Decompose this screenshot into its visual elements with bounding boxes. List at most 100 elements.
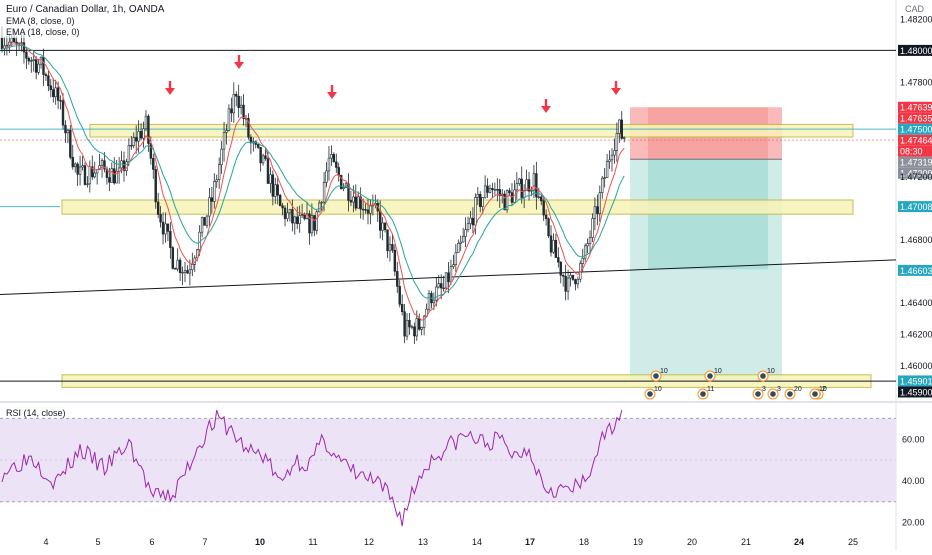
rsi-axis-tick: 20.00 (902, 518, 925, 528)
price-axis-badge-label: 1.47639 (900, 103, 932, 113)
ema-18-line (1, 44, 625, 299)
price-axis-tick: 1.47800 (900, 77, 932, 87)
candle-body (493, 189, 497, 191)
candle-body (217, 164, 221, 181)
price-axis-badge-label: 1.47309 (900, 169, 932, 179)
candle-body (518, 178, 521, 184)
chart-title: Euro / Canadian Dollar, 1h, OANDA (6, 4, 165, 15)
candle-body (200, 217, 204, 233)
time-axis-tick: 4 (43, 537, 48, 547)
candle-body (74, 163, 77, 168)
candle-body (122, 160, 126, 171)
candle-body (300, 214, 304, 216)
currency-label: CAD (905, 4, 925, 14)
candle-body (225, 130, 228, 133)
price-axis-badge (898, 134, 932, 146)
candle-body (325, 170, 328, 183)
candle-body (159, 214, 162, 223)
time-axis-tick: 12 (364, 537, 374, 547)
candle-body (44, 74, 48, 77)
ema2-legend: EMA (18, close, 0) (6, 27, 80, 37)
candle-body (335, 161, 338, 168)
candle-body (215, 179, 218, 182)
event-count: 3 (762, 386, 766, 393)
candle-body (337, 167, 340, 176)
event-count: 10 (819, 386, 827, 393)
candle-body (203, 217, 206, 226)
candle-body (532, 173, 536, 191)
candle-body (147, 115, 150, 144)
candle-body (408, 319, 411, 328)
candle-body (444, 272, 448, 289)
candle-body (464, 229, 467, 237)
price-axis-badge-label: 08:30 (900, 147, 923, 157)
candle-body (196, 249, 199, 259)
candle-body (349, 200, 353, 203)
candle-body (622, 137, 626, 139)
price-axis-tick: 1.46200 (900, 329, 932, 339)
candle-body (596, 206, 599, 214)
event-marker-dot (760, 373, 766, 379)
candle-body (386, 229, 389, 252)
candle-body (320, 201, 323, 204)
candle-body (259, 147, 262, 164)
candle-body (525, 179, 528, 192)
candle-body (81, 165, 84, 168)
zone-rectangle (61, 199, 854, 215)
candle-body (576, 278, 580, 285)
candle-body (369, 205, 372, 214)
candle-body (169, 231, 172, 248)
candle-body (615, 133, 619, 151)
candle-body (591, 218, 594, 238)
candle-body (242, 104, 245, 119)
candle-body (161, 221, 165, 235)
rsi-line (1, 409, 623, 527)
candle-body (391, 244, 394, 251)
candle-body (266, 158, 270, 184)
time-axis-tick: 13 (418, 537, 428, 547)
candle-body (230, 108, 233, 114)
candle-body (130, 145, 133, 147)
candle-body (132, 137, 135, 146)
candle-body (135, 137, 138, 142)
candle-body (339, 175, 343, 189)
ema-8-line (1, 43, 625, 321)
candle-body (479, 193, 482, 207)
candle-body (110, 168, 114, 183)
candle-body (442, 287, 445, 290)
candle-body (276, 184, 279, 196)
candle-body (449, 266, 453, 283)
event-marker-dot (787, 391, 793, 397)
candle-body (342, 187, 345, 189)
candle-body (410, 326, 414, 328)
candle-body (37, 63, 40, 73)
candle-body (398, 286, 401, 305)
candle-body (32, 59, 35, 61)
candle-body (108, 177, 111, 183)
candle-body (571, 274, 575, 280)
time-axis-tick: 11 (308, 537, 317, 547)
time-axis-tick: 5 (95, 537, 100, 547)
candle-body (354, 196, 357, 209)
resistance-arrow-icon (234, 55, 244, 69)
candle-body (227, 108, 231, 131)
take-profit-zone (630, 159, 782, 382)
price-axis-badge (898, 201, 932, 213)
price-axis-badge (898, 156, 932, 168)
candle-body (459, 241, 462, 244)
candle-body (174, 268, 177, 270)
candle-body (361, 208, 365, 211)
candle-body (13, 37, 16, 43)
candle-body (208, 197, 211, 217)
candle-body (10, 37, 13, 43)
candle-body (283, 207, 287, 219)
candle-body (152, 157, 155, 170)
candle-body (515, 183, 519, 191)
candle-body (278, 194, 282, 207)
candle-body (469, 217, 472, 224)
candle-body (117, 167, 121, 172)
candle-body (542, 200, 545, 216)
price-axis-badge (898, 375, 932, 387)
